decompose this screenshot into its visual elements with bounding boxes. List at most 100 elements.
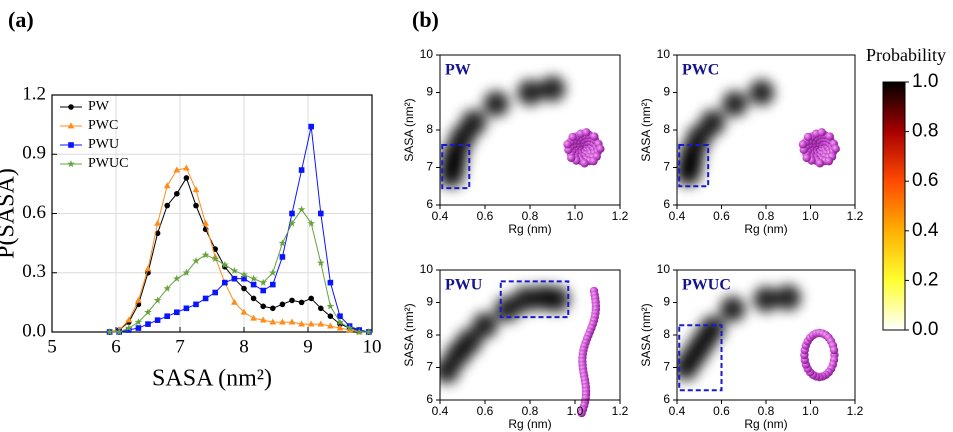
y-tick-label: 7 (426, 360, 433, 374)
data-point (145, 321, 151, 327)
y-tick-label: 7 (663, 160, 670, 174)
data-point (289, 319, 296, 325)
atom (802, 154, 810, 162)
atom (818, 128, 826, 136)
legend-label: PWU (88, 137, 119, 152)
data-point (164, 182, 171, 188)
data-point (174, 309, 180, 315)
data-point (317, 321, 324, 327)
y-tick-label: 10 (420, 262, 434, 276)
y-tick-label: 0.6 (22, 202, 46, 223)
x-tick-label: 1.0 (802, 404, 819, 418)
legend-marker (67, 160, 75, 167)
panel-title: PWUC (682, 277, 731, 294)
colorbar-tick-label: 0.6 (912, 170, 938, 191)
y-tick-label: 8 (663, 327, 670, 341)
x-tick-label: 0.4 (669, 209, 686, 223)
atom (582, 128, 590, 136)
legend-label: PW (88, 99, 110, 114)
data-point (241, 286, 247, 292)
panel-title: PWU (445, 277, 483, 294)
data-point (289, 298, 295, 304)
colorbar-tick-label: 0.8 (912, 121, 938, 142)
x-tick-label: 0.8 (522, 404, 539, 418)
x-tick-label: 0.6 (713, 404, 730, 418)
y-axis-label: P(SASA) (0, 168, 20, 259)
atom (826, 132, 834, 140)
colorbar (883, 82, 905, 330)
atom (567, 154, 575, 162)
colorbar-tick-label: 0.0 (912, 319, 938, 340)
y-tick-label: 9 (426, 85, 433, 99)
data-point (318, 306, 324, 312)
x-axis-label: SASA (nm²) (152, 366, 272, 392)
panel-label: (a) (8, 7, 34, 32)
x-tick-label: 8 (239, 336, 249, 357)
colorbar-tick-label: 0.2 (912, 269, 938, 290)
panel-title: PW (445, 62, 471, 79)
molecule-image (800, 329, 838, 381)
data-point (251, 296, 257, 302)
heatmap-layer (673, 285, 801, 381)
data-point (231, 299, 238, 305)
legend-marker (68, 142, 74, 148)
data-point (164, 313, 170, 319)
y-axis-label: SASA (nm²) (402, 303, 416, 366)
x-tick-label: 0.8 (522, 209, 539, 223)
data-point (318, 211, 324, 217)
y-tick-label: 1.2 (22, 83, 46, 104)
y-axis-label: SASA (nm²) (639, 303, 653, 366)
panel-title: PWC (682, 62, 719, 79)
legend-marker (68, 104, 74, 110)
data-point (260, 288, 266, 294)
data-point (232, 276, 238, 282)
atom (590, 132, 598, 140)
y-tick-label: 9 (663, 295, 670, 309)
series-line (110, 127, 369, 332)
data-point (250, 275, 258, 282)
atom (563, 140, 571, 148)
x-tick-label: 1.0 (567, 404, 584, 418)
x-axis-label: Rg (nm) (508, 222, 551, 236)
y-tick-label: 6 (426, 197, 433, 211)
legend-label: PWC (88, 118, 118, 133)
x-tick-label: 1.0 (567, 209, 584, 223)
x-axis-label: Rg (nm) (508, 417, 551, 431)
x-tick-label: 6 (111, 336, 121, 357)
data-point (308, 296, 314, 302)
atom (799, 140, 807, 148)
y-tick-label: 9 (663, 85, 670, 99)
molecule-image (563, 128, 604, 167)
atom (580, 159, 588, 167)
legend-label: PWUC (88, 156, 128, 171)
series-line (110, 178, 369, 332)
data-point (136, 325, 142, 331)
x-tick-label: 1.2 (612, 209, 629, 223)
data-point (260, 304, 266, 310)
data-point (279, 319, 286, 325)
y-tick-label: 7 (426, 160, 433, 174)
x-tick-label: 1.2 (847, 404, 864, 418)
heatmap-layer (434, 285, 570, 384)
x-tick-label: 0.6 (477, 404, 494, 418)
x-tick-label: 0.4 (432, 404, 449, 418)
data-point (164, 203, 170, 209)
y-tick-label: 0.0 (22, 320, 46, 341)
data-point (174, 191, 180, 197)
data-point (299, 300, 305, 306)
atom (825, 157, 833, 165)
y-tick-label: 0.3 (22, 261, 46, 282)
data-point (280, 302, 286, 308)
y-tick-label: 7 (663, 360, 670, 374)
x-tick-label: 0.6 (477, 209, 494, 223)
data-point (299, 167, 305, 173)
figure: (a) (b) 56789100.00.30.60.91.2SASA (nm²)… (0, 0, 953, 432)
data-point (270, 306, 276, 312)
y-tick-label: 8 (426, 122, 433, 136)
colorbar-label: Probability (866, 45, 946, 65)
y-axis-label: SASA (nm²) (639, 98, 653, 161)
data-point (184, 175, 190, 181)
x-tick-label: 0.8 (758, 209, 775, 223)
data-point (328, 280, 334, 286)
data-point (308, 124, 314, 130)
